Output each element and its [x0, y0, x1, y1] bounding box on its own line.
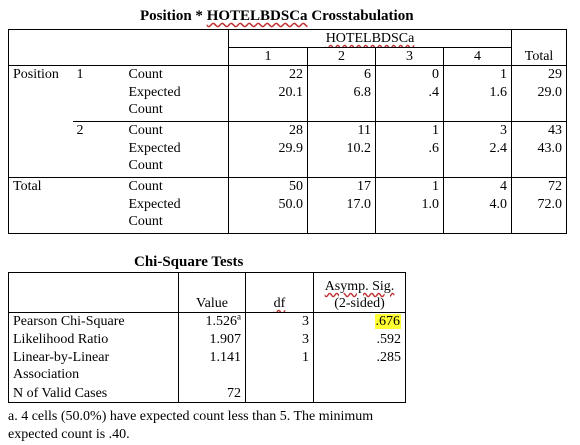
stat-label: Count: [124, 121, 229, 140]
cell-count: 72: [511, 177, 568, 196]
cell-count: 17: [307, 177, 376, 196]
stat-label: Expected Count: [124, 195, 229, 234]
cell-expected: 2.4: [442, 139, 513, 178]
cell-expected: 17.0: [307, 195, 376, 234]
test-df: 3: [245, 312, 314, 331]
test-sig: .676: [313, 312, 406, 331]
chisq-table: Value df Asymp. Sig. (2-sided) Pearson Ch…: [8, 272, 406, 403]
test-sig-empty: [313, 384, 406, 403]
crosstab-title: Position * HOTELBDSCa Crosstabulation: [140, 8, 414, 24]
cell-count: 0: [375, 65, 444, 84]
test-sig: .285: [313, 348, 406, 385]
cell-expected: 29.0: [511, 83, 568, 122]
row-var-label: Position: [8, 65, 73, 178]
chisq-title: Chi-Square Tests: [134, 254, 244, 270]
cell-expected: 4.0: [442, 195, 513, 234]
cell-count: 1: [375, 177, 444, 196]
total-row-label: Total: [8, 177, 125, 234]
cell-count: 1: [442, 65, 513, 84]
cell-count: 22: [228, 65, 308, 84]
test-df-empty: [245, 384, 314, 403]
cell-count: 3: [442, 121, 513, 140]
df-header: df: [245, 272, 314, 313]
test-label: N of Valid Cases: [8, 384, 179, 403]
cell-expected: .6: [375, 139, 444, 178]
cell-count: 28: [228, 121, 308, 140]
cell-count: 4: [442, 177, 513, 196]
cell-expected: 1.6: [442, 83, 513, 122]
cell-count: 6: [307, 65, 376, 84]
test-label: Likelihood Ratio: [8, 330, 179, 349]
cell-expected: 50.0: [228, 195, 308, 234]
col-var-header: HOTELBDSCa: [227, 29, 513, 48]
cell-count: 11: [307, 121, 376, 140]
crosstab-table: HOTELBDSCa Total 1 2 3 4 Position 1 Coun…: [8, 29, 568, 234]
test-label: Linear-by-Linear Association: [8, 348, 179, 385]
cell-expected: 29.9: [228, 139, 308, 178]
col-header: 1: [228, 47, 308, 66]
col-header: 2: [307, 47, 376, 66]
test-value: 72: [178, 384, 246, 403]
row-label: 2: [72, 121, 125, 178]
stat-label: Count: [124, 65, 229, 84]
test-sig: .592: [313, 330, 406, 349]
chisq-footnote: a. 4 cells (50.0%) have expected count l…: [8, 409, 374, 442]
cell-expected: .4: [375, 83, 444, 122]
test-df: 1: [245, 348, 314, 385]
col-header: 4: [442, 47, 513, 66]
col-header: 3: [375, 47, 444, 66]
cell-count: 50: [228, 177, 308, 196]
cell-count: 43: [511, 121, 568, 140]
sig-highlight: .676: [374, 314, 401, 329]
test-df: 3: [245, 330, 314, 349]
test-value: 1.907: [178, 330, 246, 349]
test-value: 1.526a: [178, 312, 246, 331]
sig-header: Asymp. Sig. (2-sided): [313, 272, 406, 313]
total-col-header: Total: [511, 29, 568, 66]
stat-label: Count: [124, 177, 229, 196]
stat-label: Expected Count: [124, 139, 229, 178]
chisq-corner: [8, 272, 179, 313]
cell-expected: 10.2: [307, 139, 376, 178]
cell-expected: 72.0: [511, 195, 568, 234]
row-label: 1: [72, 65, 125, 122]
test-value: 1.141: [178, 348, 246, 385]
cell-expected: 1.0: [375, 195, 444, 234]
test-label: Pearson Chi-Square: [8, 312, 179, 331]
stat-label: Expected Count: [124, 83, 229, 122]
cell-expected: 20.1: [228, 83, 308, 122]
corner-cell: [8, 29, 229, 66]
cell-count: 29: [511, 65, 568, 84]
cell-count: 1: [375, 121, 444, 140]
cell-expected: 6.8: [307, 83, 376, 122]
value-header: Value: [178, 272, 246, 313]
cell-expected: 43.0: [511, 139, 568, 178]
